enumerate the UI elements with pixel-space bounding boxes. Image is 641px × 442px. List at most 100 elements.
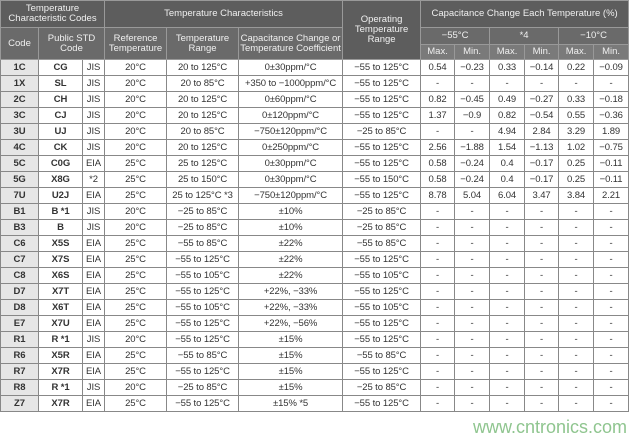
- table-row: D7 X7T EIA 25°C −55 to 125°C +22%, −33% −55 to…: [0, 283, 630, 300]
- cell-operating-range: −55 to 125°C: [342, 363, 422, 380]
- cell-t1-min: -: [454, 347, 491, 364]
- table-row: 4C CK JIS 20°C 20 to 125°C 0±250ppm/°C −55 to …: [0, 139, 630, 156]
- cell-code: Z7: [0, 395, 39, 412]
- cell-temperature-range: −55 to 85°C: [166, 347, 240, 364]
- cell-temperature-range: 25 to 125°C: [166, 155, 240, 172]
- cell-std-body: EIA: [81, 187, 106, 204]
- cell-t3-max: -: [558, 251, 595, 268]
- cell-std-body: EIA: [81, 299, 106, 316]
- cell-t2-min: -: [524, 315, 560, 332]
- cell-t3-min: −0.36: [593, 107, 630, 124]
- cell-t3-min: -: [593, 219, 630, 236]
- cell-t1-max: -: [420, 347, 456, 364]
- table-row: R7 X7R EIA 25°C −55 to 125°C ±15% −55 to 125°C…: [0, 363, 630, 380]
- cell-reference-temperature: 20°C: [104, 59, 168, 76]
- table-row: C6 X5S EIA 25°C −55 to 85°C ±22% −55 to 85°C - -…: [0, 235, 630, 252]
- cell-public-std-code: X6T: [38, 299, 83, 316]
- cell-capacitance-change: ±22%: [238, 235, 344, 252]
- cell-t2-max: 0.33: [489, 59, 526, 76]
- cell-public-std-code: X8G: [38, 171, 83, 188]
- cell-t1-max: -: [420, 299, 456, 316]
- cell-temperature-range: −25 to 85°C: [166, 379, 240, 396]
- cell-t2-max: -: [489, 267, 526, 284]
- cell-reference-temperature: 25°C: [104, 155, 168, 172]
- cell-std-body: JIS: [81, 59, 106, 76]
- cell-t2-min: −0.27: [524, 91, 560, 108]
- cell-t2-min: −0.17: [524, 155, 560, 172]
- cell-t1-min: -: [454, 123, 491, 140]
- cell-public-std-code: U2J: [38, 187, 83, 204]
- cell-t3-max: 0.55: [558, 107, 595, 124]
- cell-std-body: EIA: [81, 155, 106, 172]
- cell-code: R8: [0, 379, 39, 396]
- cell-temperature-range: −55 to 125°C: [166, 251, 240, 268]
- cell-t1-max: 1.37: [420, 107, 456, 124]
- cell-t1-max: 0.58: [420, 155, 456, 172]
- table-row: R1 R *1 JIS 20°C −55 to 125°C ±15% −55 to 125°…: [0, 331, 630, 348]
- cell-t3-min: -: [593, 267, 630, 284]
- cell-std-body: EIA: [81, 315, 106, 332]
- cell-capacitance-change: ±15%: [238, 347, 344, 364]
- cell-code: 3C: [0, 107, 39, 124]
- table-row: 1X SL JIS 20°C 20 to 85°C +350 to −1000ppm/°C…: [0, 75, 630, 92]
- cell-operating-range: −55 to 85°C: [342, 347, 422, 364]
- cell-code: E7: [0, 315, 39, 332]
- cell-t1-min: −0.24: [454, 155, 491, 172]
- header-min: Min.: [593, 44, 630, 60]
- header-min: Min.: [524, 44, 560, 60]
- cell-public-std-code: X5S: [38, 235, 83, 252]
- table-row: B1 B *1 JIS 20°C −25 to 85°C ±10% −25 to 85°C -…: [0, 203, 630, 220]
- cell-public-std-code: X7T: [38, 283, 83, 300]
- cell-capacitance-change: 0±250ppm/°C: [238, 139, 344, 156]
- header-code: Code: [0, 27, 39, 60]
- cell-t1-max: -: [420, 395, 456, 412]
- cell-reference-temperature: 25°C: [104, 251, 168, 268]
- cell-temperature-range: −55 to 105°C: [166, 299, 240, 316]
- header-temp-2: *4: [489, 27, 560, 45]
- cell-public-std-code: SL: [38, 75, 83, 92]
- cell-t3-max: 0.33: [558, 91, 595, 108]
- cell-t2-min: −0.14: [524, 59, 560, 76]
- cell-std-body: JIS: [81, 379, 106, 396]
- cell-reference-temperature: 25°C: [104, 267, 168, 284]
- cell-t2-max: 1.54: [489, 139, 526, 156]
- cell-code: R7: [0, 363, 39, 380]
- header-ref-temp: Reference Temperature: [104, 27, 168, 60]
- cell-t1-min: -: [454, 395, 491, 412]
- cell-reference-temperature: 25°C: [104, 187, 168, 204]
- cell-code: 5C: [0, 155, 39, 172]
- cell-temperature-range: −25 to 85°C: [166, 203, 240, 220]
- cell-capacitance-change: 0±60ppm/°C: [238, 91, 344, 108]
- cell-t2-max: -: [489, 363, 526, 380]
- cell-operating-range: −55 to 125°C: [342, 155, 422, 172]
- cell-t1-max: -: [420, 235, 456, 252]
- cell-std-body: JIS: [81, 91, 106, 108]
- table-row: 7U U2J EIA 25°C 25 to 125°C *3 −750±120ppm/°C…: [0, 187, 630, 204]
- cell-operating-range: −55 to 125°C: [342, 395, 422, 412]
- cell-operating-range: −55 to 125°C: [342, 107, 422, 124]
- cell-t1-max: 2.56: [420, 139, 456, 156]
- cell-t1-min: −0.9: [454, 107, 491, 124]
- cell-reference-temperature: 20°C: [104, 91, 168, 108]
- table-row: 3C CJ JIS 20°C 20 to 125°C 0±120ppm/°C −55 to …: [0, 107, 630, 124]
- cell-t2-min: −0.54: [524, 107, 560, 124]
- cell-t2-max: -: [489, 235, 526, 252]
- cell-reference-temperature: 20°C: [104, 123, 168, 140]
- cell-reference-temperature: 20°C: [104, 75, 168, 92]
- cell-operating-range: −55 to 125°C: [342, 59, 422, 76]
- cell-t3-min: -: [593, 395, 630, 412]
- cell-t3-min: -: [593, 283, 630, 300]
- cell-operating-range: −25 to 85°C: [342, 203, 422, 220]
- cell-t3-max: -: [558, 395, 595, 412]
- cell-t2-max: 0.49: [489, 91, 526, 108]
- cell-t2-min: 3.47: [524, 187, 560, 204]
- cell-operating-range: −55 to 125°C: [342, 187, 422, 204]
- cell-capacitance-change: ±15%: [238, 363, 344, 380]
- cell-std-body: EIA: [81, 395, 106, 412]
- cell-t2-max: -: [489, 75, 526, 92]
- cell-operating-range: −55 to 125°C: [342, 315, 422, 332]
- cell-t2-max: 4.94: [489, 123, 526, 140]
- cell-capacitance-change: 0±30ppm/°C: [238, 59, 344, 76]
- cell-t1-max: 0.58: [420, 171, 456, 188]
- table-row: C7 X7S EIA 25°C −55 to 125°C ±22% −55 to 125°C…: [0, 251, 630, 268]
